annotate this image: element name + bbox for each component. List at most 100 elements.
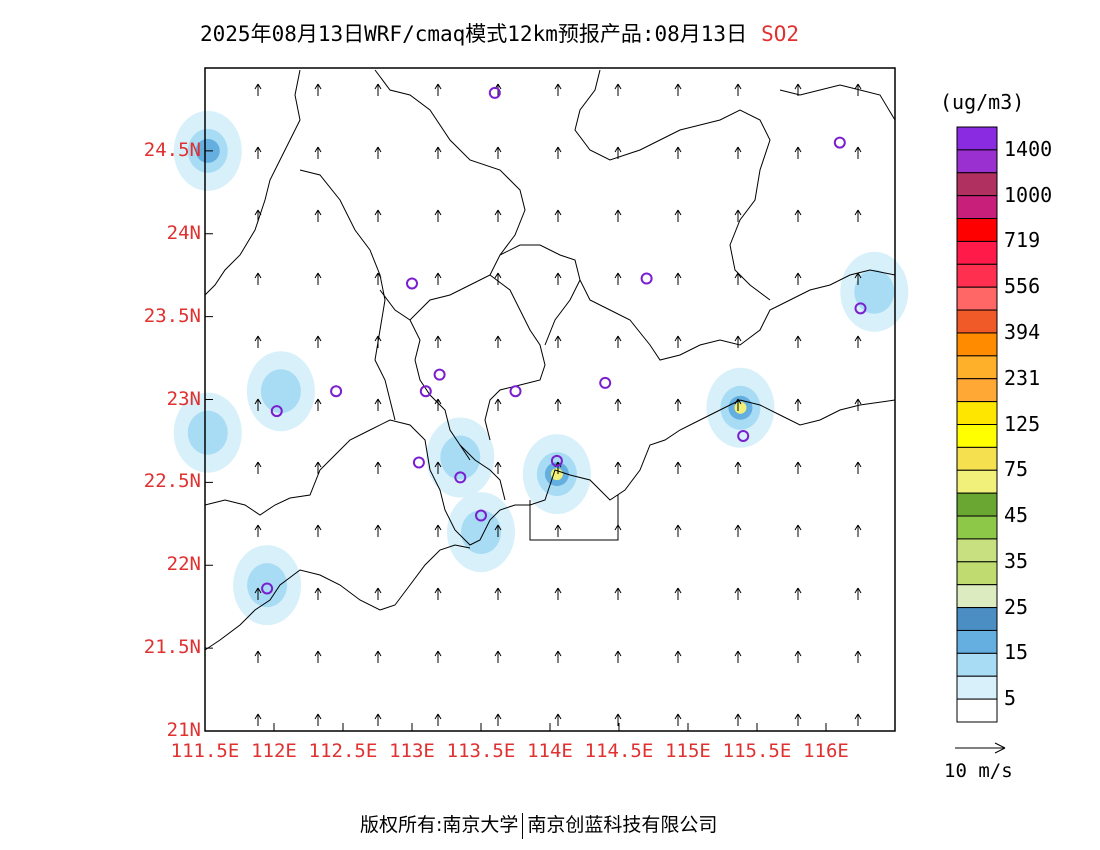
wind-arrow (374, 650, 382, 663)
wind-arrow (794, 272, 802, 285)
wind-arrow (614, 272, 622, 285)
pollution-hotspot (522, 434, 591, 515)
border-west-1 (204, 69, 301, 296)
wind-arrow (494, 335, 502, 348)
colorbar-label: 45 (1004, 503, 1029, 528)
wind-arrow (854, 650, 862, 663)
wind-arrow (314, 713, 322, 726)
wind-arrow (374, 461, 382, 474)
colorbar-label: 125 (1004, 411, 1041, 436)
wind-arrow (374, 146, 382, 159)
pollution-hotspot (233, 545, 302, 626)
wind-arrow (674, 398, 682, 411)
wind-arrow (374, 587, 382, 600)
wind-vectors (254, 83, 862, 726)
lon-tick-label: 111.5E (170, 740, 240, 762)
wind-arrow (674, 650, 682, 663)
colorbar-segment (956, 515, 998, 540)
wind-arrow (434, 146, 442, 159)
colorbar-segment (956, 263, 998, 288)
station-marker (854, 302, 867, 315)
colorbar-segment (956, 469, 998, 494)
wind-arrow (794, 398, 802, 411)
colorbar-segment (956, 218, 998, 242)
wind-arrow (614, 524, 622, 537)
monitoring-stations (261, 86, 867, 595)
colorbar-segment (956, 126, 998, 151)
wind-arrow (734, 83, 742, 96)
concentration-fills (173, 110, 909, 626)
wind-arrow (854, 83, 862, 96)
wind-arrow (554, 209, 562, 222)
wind-arrow (494, 209, 502, 222)
wind-arrow (614, 83, 622, 96)
wind-arrow (434, 713, 442, 726)
wind-arrow (254, 272, 262, 285)
wind-arrow (254, 461, 262, 474)
colorbar-segment (956, 675, 998, 700)
wind-arrow (554, 335, 562, 348)
lon-tick-label: 114.5E (584, 740, 654, 762)
wind-arrow (374, 83, 382, 96)
lon-tick-label: 113.5E (446, 740, 516, 762)
wind-arrow (554, 146, 562, 159)
lat-tick-label: 22N (166, 553, 201, 576)
wind-arrow (434, 209, 442, 222)
station-marker (406, 277, 418, 290)
wind-arrow (314, 461, 322, 474)
pearl-river (459, 444, 506, 501)
wind-arrow (374, 272, 382, 285)
wind-arrow (854, 209, 862, 222)
wind-arrow (494, 461, 502, 474)
colorbar-segment (956, 424, 998, 448)
wind-arrow (674, 587, 682, 600)
wind-arrow (674, 83, 682, 96)
coast-south (204, 544, 471, 651)
wind-arrow (494, 398, 502, 411)
wind-arrow (614, 146, 622, 159)
colorbar-segment (956, 698, 998, 723)
colorbar-segment (956, 332, 998, 357)
colorbar-label: 75 (1004, 457, 1029, 482)
station-marker (261, 582, 274, 595)
wind-arrow (734, 587, 742, 600)
border-northeast (574, 69, 771, 301)
colorbar-segment (956, 561, 998, 586)
copyright-right: 南京创蓝科技有限公司 (527, 814, 718, 836)
wind-arrow (554, 83, 562, 96)
colorbar-segment (956, 149, 998, 174)
station-marker (599, 376, 612, 389)
colorbar-segment (956, 584, 998, 609)
station-marker (412, 456, 425, 469)
wind-arrow (254, 650, 262, 663)
wind-arrow (554, 650, 562, 663)
wind-arrow (434, 83, 442, 96)
wind-arrow (614, 209, 622, 222)
station-marker (737, 429, 750, 442)
wind-arrow (794, 713, 802, 726)
wind-arrow (434, 272, 442, 285)
wind-arrow (734, 524, 742, 537)
wind-arrow (674, 209, 682, 222)
copyright-left: 版权所有:南京大学 (360, 814, 519, 836)
colorbar-segment (956, 629, 998, 654)
wind-arrow (674, 335, 682, 348)
lat-tick-label: 24N (166, 221, 201, 244)
wind-arrow (794, 209, 802, 222)
colorbar-label: 1400 (1004, 136, 1053, 161)
title-text: 2025年08月13日WRF/cmaq模式12km预报产品:08月13日 (200, 22, 748, 46)
pollution-hotspot (246, 351, 315, 432)
station-marker (454, 471, 467, 484)
border-north (374, 69, 526, 321)
wind-arrow (854, 272, 862, 285)
lat-tick-label: 21N (166, 719, 201, 741)
wind-arrow (254, 146, 262, 159)
colorbar-label: 15 (1004, 640, 1029, 665)
colorbar-segment (956, 195, 998, 220)
wind-arrow (314, 335, 322, 348)
copyright-footer: 版权所有:南京大学 南京创蓝科技有限公司 (360, 810, 717, 839)
pollution-hotspot (840, 251, 909, 332)
wind-arrow (794, 524, 802, 537)
wind-arrow (374, 524, 382, 537)
